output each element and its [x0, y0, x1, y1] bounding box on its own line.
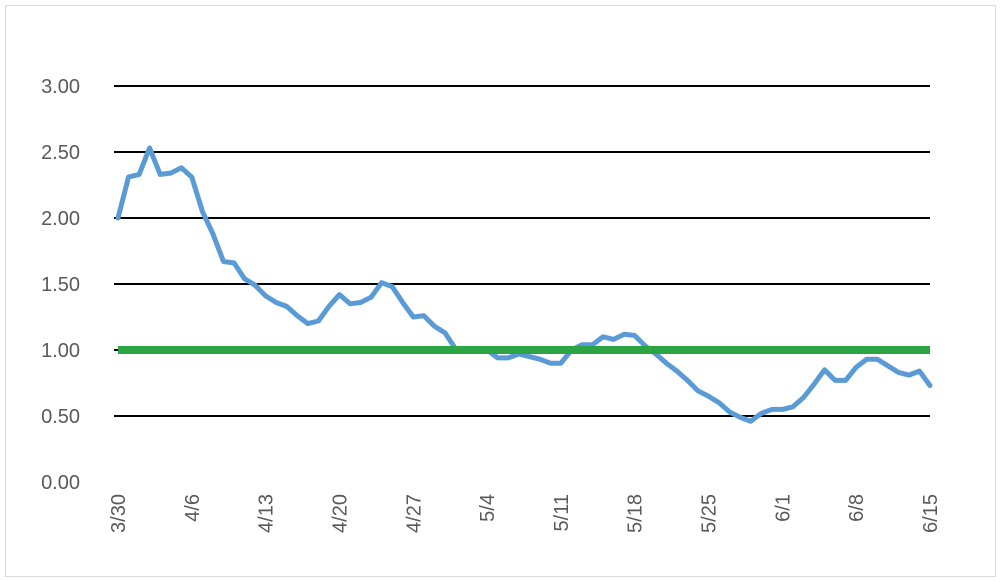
x-tick-label: 4/13 [256, 494, 278, 533]
y-tick-label: 1.00 [41, 340, 80, 362]
x-tick-label: 4/20 [329, 494, 351, 533]
x-tick-label: 6/1 [772, 494, 794, 522]
x-tick-label: 6/8 [846, 494, 868, 522]
x-tick-label: 6/15 [920, 494, 942, 533]
chart-frame [5, 5, 996, 577]
x-tick-label: 4/27 [403, 494, 425, 533]
x-tick-label: 5/18 [625, 494, 647, 533]
x-tick-label: 5/4 [477, 494, 499, 522]
series-lines [115, 145, 933, 424]
x-axis-tick-labels: 3/30 4/6 4/13 4/20 4/27 5/4 5/11 5/18 5/25 6/1 6/8… [108, 494, 942, 533]
y-axis-tick-labels: 0.00 0.50 1.00 1.50 2.00 2.50 3.00 [41, 76, 80, 494]
y-tick-label: 2.50 [41, 142, 80, 164]
x-tick-label: 4/6 [182, 494, 204, 522]
y-tick-label: 0.50 [41, 406, 80, 428]
y-tick-label: 0.00 [41, 472, 80, 494]
data-line-series [115, 145, 933, 424]
x-tick-label: 5/25 [699, 494, 721, 533]
y-tick-label: 3.00 [41, 76, 80, 98]
x-tick-label: 3/30 [108, 494, 130, 533]
gridlines [114, 85, 930, 417]
y-tick-label: 1.50 [41, 274, 80, 296]
y-tick-label: 2.00 [41, 208, 80, 230]
x-tick-label: 5/11 [551, 494, 573, 531]
